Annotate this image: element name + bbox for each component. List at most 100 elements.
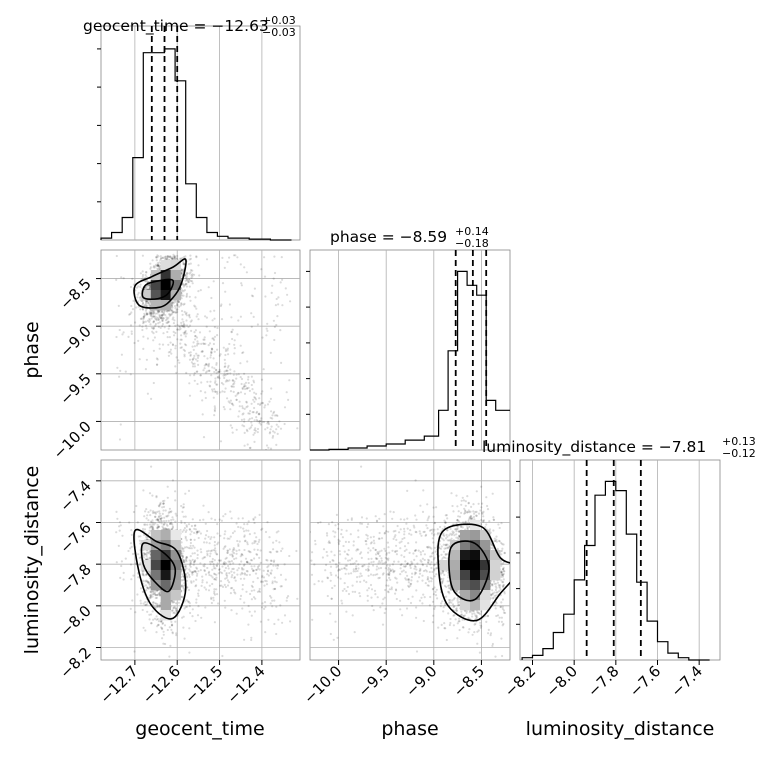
sample-point bbox=[154, 322, 157, 326]
sample-point bbox=[277, 303, 280, 306]
sample-point bbox=[145, 573, 148, 576]
sample-point bbox=[295, 549, 298, 553]
sample-point bbox=[183, 560, 186, 564]
sample-point bbox=[158, 515, 161, 518]
sample-point bbox=[188, 314, 191, 317]
sample-point bbox=[158, 315, 161, 318]
sample-point bbox=[152, 521, 155, 524]
sample-point bbox=[214, 390, 217, 393]
sample-point bbox=[130, 529, 133, 532]
sample-point bbox=[170, 313, 173, 316]
sample-point bbox=[280, 361, 283, 364]
sample-point bbox=[201, 557, 204, 560]
sample-point bbox=[122, 277, 125, 280]
sample-point bbox=[187, 278, 191, 281]
sample-point bbox=[210, 536, 213, 539]
sample-point bbox=[172, 310, 175, 313]
sample-point bbox=[231, 337, 234, 341]
sample-point bbox=[213, 338, 216, 342]
sample-point bbox=[213, 588, 216, 591]
sample-point bbox=[184, 282, 187, 285]
sample-point bbox=[232, 547, 235, 550]
sample-point bbox=[180, 504, 183, 508]
sample-point bbox=[250, 312, 253, 315]
sample-point bbox=[193, 570, 196, 573]
sample-point bbox=[139, 599, 142, 602]
sample-point bbox=[145, 327, 148, 330]
sample-point bbox=[197, 318, 200, 321]
sample-point bbox=[128, 521, 131, 524]
sample-point bbox=[250, 584, 253, 587]
sample-point bbox=[276, 315, 279, 318]
sample-point bbox=[216, 562, 219, 565]
sample-point bbox=[162, 313, 165, 316]
sample-point bbox=[217, 371, 220, 374]
sample-point bbox=[158, 347, 161, 350]
sample-point bbox=[204, 315, 207, 318]
sample-point bbox=[215, 371, 218, 374]
sample-point bbox=[142, 315, 145, 319]
sample-point bbox=[175, 304, 178, 307]
sample-point bbox=[166, 336, 169, 339]
sample-point bbox=[241, 351, 244, 355]
sample-point bbox=[145, 553, 148, 556]
sample-point bbox=[189, 562, 192, 565]
sample-point bbox=[151, 315, 154, 318]
sample-point bbox=[127, 549, 130, 553]
sample-point bbox=[217, 376, 220, 379]
sample-point bbox=[180, 321, 183, 324]
sample-point bbox=[215, 363, 218, 366]
sample-point bbox=[173, 311, 176, 314]
sample-point bbox=[148, 284, 151, 287]
sample-point bbox=[192, 341, 195, 344]
sample-point bbox=[144, 523, 147, 526]
sample-point bbox=[219, 304, 222, 308]
sample-point bbox=[173, 319, 176, 322]
sample-point bbox=[149, 313, 152, 316]
sample-point bbox=[229, 563, 232, 566]
sample-point bbox=[231, 385, 234, 388]
sample-point bbox=[248, 446, 251, 450]
sample-point bbox=[213, 410, 216, 413]
sample-point bbox=[231, 567, 234, 571]
sample-point bbox=[240, 560, 243, 563]
sample-point bbox=[174, 344, 177, 347]
sample-point bbox=[163, 326, 166, 329]
sample-point bbox=[189, 320, 192, 323]
sample-point bbox=[164, 319, 168, 322]
sample-point bbox=[184, 279, 187, 282]
sample-point bbox=[183, 565, 187, 569]
sample-point bbox=[184, 565, 188, 568]
sample-point bbox=[189, 374, 192, 377]
sample-point bbox=[253, 440, 256, 443]
sample-point bbox=[190, 329, 193, 332]
sample-point bbox=[259, 423, 262, 426]
sample-point bbox=[155, 265, 158, 268]
sample-point bbox=[249, 446, 252, 449]
sample-point bbox=[181, 552, 184, 555]
sample-point bbox=[149, 283, 152, 286]
sample-point bbox=[213, 370, 216, 374]
sample-point bbox=[203, 586, 206, 589]
sample-point bbox=[156, 264, 159, 267]
sample-point bbox=[273, 599, 276, 602]
sample-point bbox=[185, 311, 188, 314]
sample-point bbox=[155, 602, 158, 605]
sample-point bbox=[157, 504, 160, 507]
sample-point bbox=[242, 527, 245, 530]
sample-point bbox=[150, 465, 153, 468]
sample-point bbox=[168, 313, 171, 316]
sample-point bbox=[253, 431, 256, 435]
sample-point bbox=[273, 410, 276, 413]
sample-point bbox=[246, 560, 249, 563]
sample-point bbox=[252, 433, 255, 436]
sample-point bbox=[183, 302, 186, 305]
sample-point bbox=[129, 312, 132, 316]
sample-point bbox=[124, 557, 127, 560]
sample-point bbox=[179, 327, 182, 330]
sample-point bbox=[202, 518, 205, 521]
sample-point bbox=[193, 345, 196, 348]
sample-point bbox=[170, 302, 173, 305]
panel-phase-hist bbox=[309, 249, 511, 451]
sample-point bbox=[196, 549, 199, 552]
